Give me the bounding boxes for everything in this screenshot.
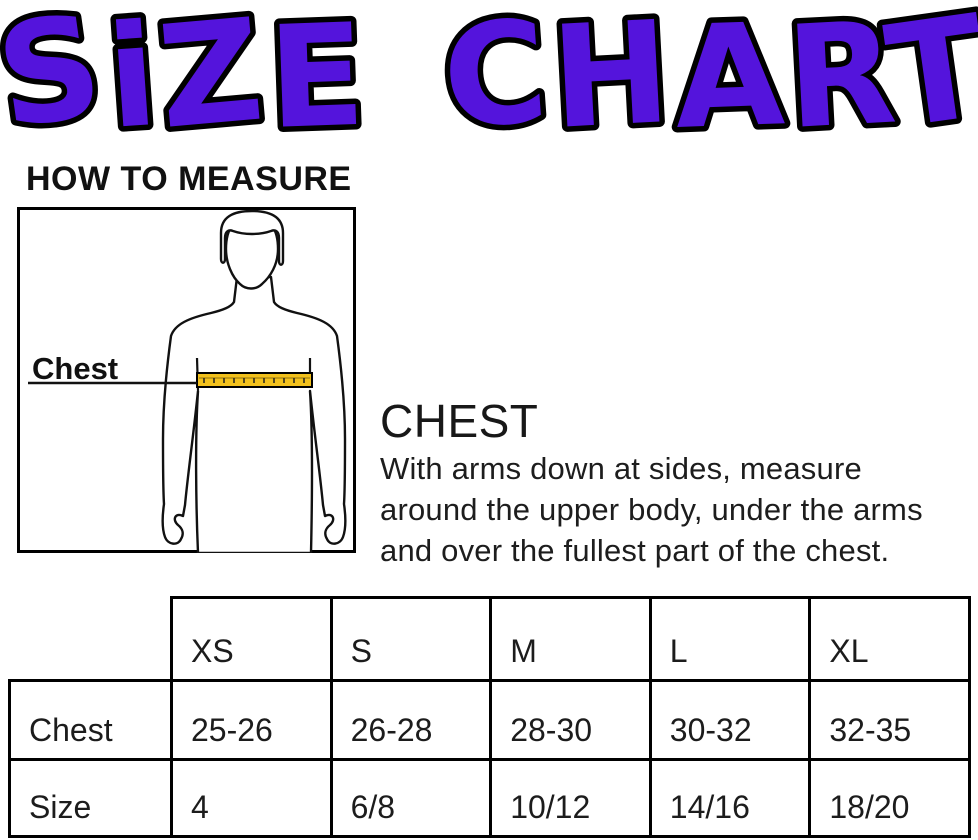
tape-ticks [203, 378, 305, 383]
row-label-size: Size [8, 758, 173, 838]
size-table-chest-row: Chest 25-26 26-28 28-30 30-32 32-35 [8, 679, 971, 761]
size-column-header-s: S [329, 596, 493, 682]
chest-heading: CHEST [380, 395, 539, 447]
row-label-chest: Chest [8, 679, 173, 761]
hair [219, 209, 285, 266]
size-value-l: 14/16 [648, 758, 812, 838]
size-column-header-xs: XS [170, 596, 333, 682]
chest-value-l: 30-32 [648, 679, 812, 761]
size-table-corner-cell [10, 598, 172, 681]
size-value-xs: 4 [170, 758, 333, 838]
title-word-chart: CHART [438, 0, 978, 154]
chest-value-s: 26-28 [329, 679, 493, 761]
chest-instructions: With arms down at sides, measure around … [380, 448, 923, 571]
size-column-header-l: L [648, 596, 812, 682]
chest-value-xl: 32-35 [808, 679, 971, 761]
size-column-header-xl: XL [808, 596, 971, 682]
size-value-s: 6/8 [329, 758, 493, 838]
size-chart-title: SiZE CHART [0, 0, 978, 154]
chest-value-m: 28-30 [489, 679, 652, 761]
size-table-header-row: XS S M L XL [10, 596, 971, 682]
diagram-border [17, 207, 356, 553]
size-value-xl: 18/20 [808, 758, 971, 838]
size-value-m: 10/12 [489, 758, 652, 838]
chest-label: Chest [32, 351, 118, 386]
body-figure [161, 275, 347, 553]
measurement-diagram: Chest [17, 207, 356, 553]
size-column-header-m: M [489, 596, 652, 682]
chest-instructions-line: around the upper body, under the arms [380, 492, 923, 527]
size-table-size-row: Size 4 6/8 10/12 14/16 18/20 [8, 758, 971, 838]
chest-instructions-line: With arms down at sides, measure [380, 451, 862, 486]
chest-instructions-line: and over the fullest part of the chest. [380, 533, 890, 568]
size-table: XS S M L XL Chest 25-26 26-28 28-30 30-3… [8, 596, 971, 838]
chest-value-xs: 25-26 [170, 679, 333, 761]
how-to-measure-heading: HOW TO MEASURE [26, 160, 352, 198]
title-word-size: SiZE [0, 0, 372, 154]
